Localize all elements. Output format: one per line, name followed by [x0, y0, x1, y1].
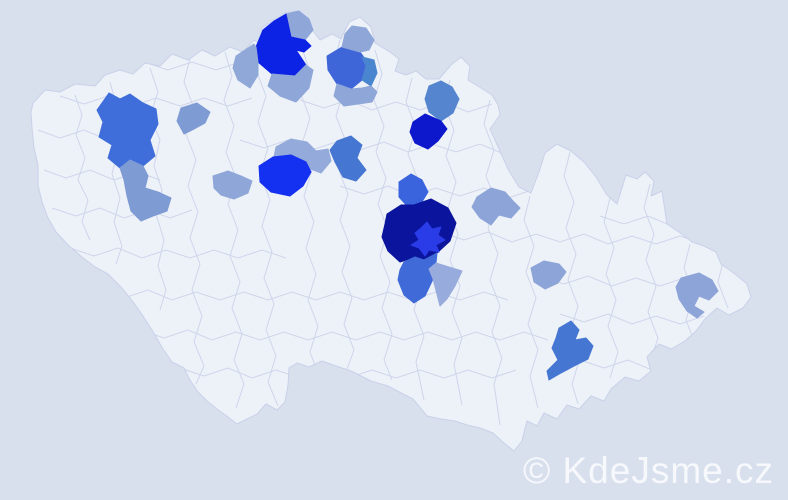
map-region-region-04 [267, 64, 314, 103]
map-region-region-25 [530, 260, 567, 290]
map-region-region-22 [410, 221, 446, 257]
map-region-region-06 [341, 25, 375, 53]
map-region-region-10 [409, 113, 448, 150]
map-region-region-08 [333, 83, 378, 107]
map-region-region-24 [428, 262, 463, 307]
map-region-region-14 [212, 170, 253, 200]
map-region-region-13 [176, 102, 211, 135]
map-region-region-27 [675, 272, 719, 319]
map-region-region-09 [424, 80, 460, 122]
map-region-region-12 [119, 159, 172, 222]
map-region-region-03 [232, 43, 259, 89]
map-region-region-18 [471, 187, 521, 226]
kdejsme-watermark: © KdeJsme.cz [522, 450, 774, 491]
shaded-districts [96, 10, 719, 381]
map-region-region-17 [329, 135, 367, 182]
map-region-region-11 [96, 92, 159, 169]
map-region-region-19 [398, 173, 429, 209]
map-region-region-26 [546, 320, 594, 381]
map-region-region-16 [258, 154, 312, 197]
